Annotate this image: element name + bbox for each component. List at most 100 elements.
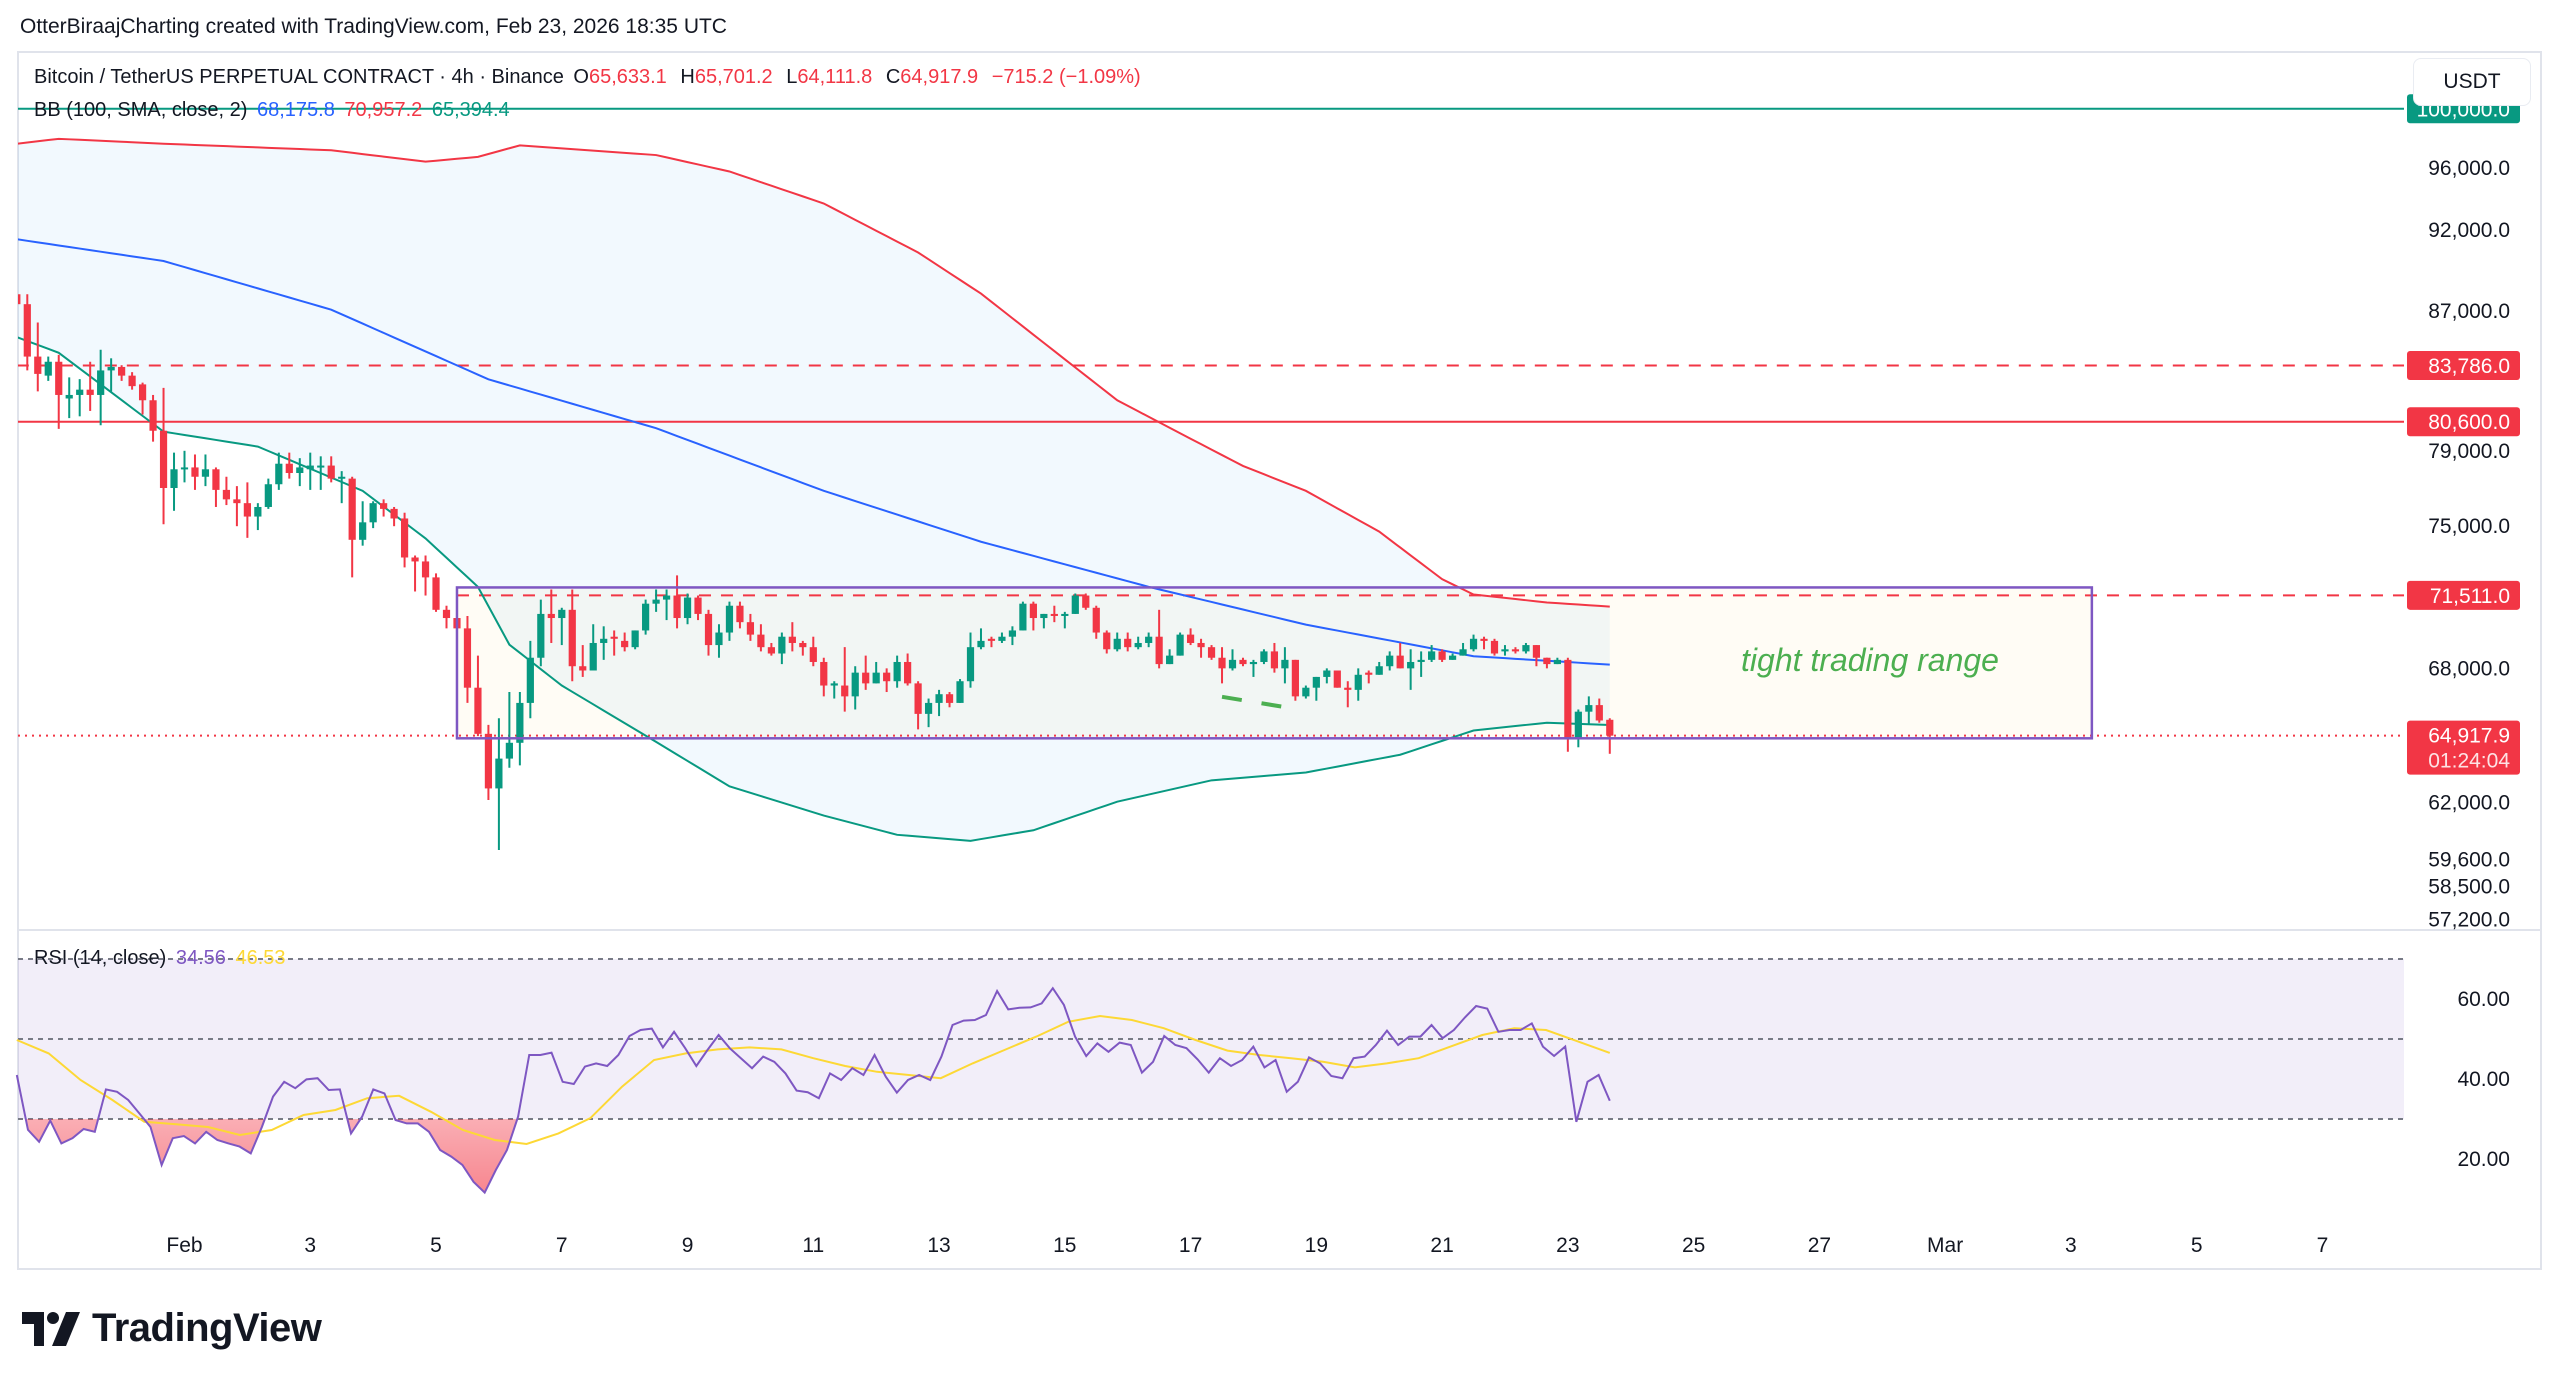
candle[interactable]: [327, 456, 335, 483]
price-badge[interactable]: 71,511.0: [2407, 580, 2520, 610]
candle[interactable]: [1553, 657, 1561, 665]
candle[interactable]: [44, 356, 52, 381]
candle[interactable]: [600, 626, 608, 660]
candle[interactable]: [862, 655, 870, 690]
main-pane[interactable]: [13, 107, 2404, 850]
candle[interactable]: [264, 478, 272, 509]
candle[interactable]: [1511, 647, 1520, 654]
candle[interactable]: [579, 645, 587, 677]
rsi-legend[interactable]: RSI (14, close) 34.56 46.53: [34, 947, 290, 970]
candle[interactable]: [1260, 649, 1268, 665]
candle[interactable]: [1375, 661, 1383, 675]
candle[interactable]: [1333, 670, 1341, 688]
candle[interactable]: [505, 692, 513, 768]
candle[interactable]: [296, 458, 304, 487]
candle[interactable]: [474, 655, 482, 737]
candle[interactable]: [558, 607, 566, 646]
bb-basis-line[interactable]: [17, 238, 1610, 666]
candle[interactable]: [306, 452, 314, 490]
price-badge[interactable]: 83,786.0: [2407, 350, 2520, 380]
candle[interactable]: [1040, 613, 1048, 629]
candle[interactable]: [1071, 593, 1079, 614]
candle[interactable]: [841, 647, 849, 712]
candle[interactable]: [1061, 611, 1069, 629]
candle[interactable]: [1448, 653, 1457, 660]
candle[interactable]: [662, 589, 671, 621]
candle[interactable]: [1407, 649, 1415, 690]
candle[interactable]: [1323, 668, 1331, 684]
candle[interactable]: [830, 681, 838, 699]
candle[interactable]: [1082, 593, 1090, 610]
rsi-label[interactable]: RSI (14, close): [34, 947, 167, 969]
candle[interactable]: [411, 555, 419, 592]
candle[interactable]: [631, 630, 639, 650]
candle[interactable]: [725, 601, 734, 641]
candle[interactable]: [380, 499, 388, 517]
candle[interactable]: [369, 501, 377, 529]
candle[interactable]: [683, 593, 692, 625]
candle[interactable]: [851, 666, 859, 710]
candle[interactable]: [610, 630, 618, 656]
rsi-pane[interactable]: [15, 958, 2404, 1195]
candle[interactable]: [1145, 632, 1153, 648]
candle[interactable]: [13, 288, 21, 308]
candle[interactable]: [1312, 676, 1320, 701]
candle[interactable]: [715, 624, 723, 658]
candle[interactable]: [621, 632, 629, 652]
candle[interactable]: [1459, 642, 1467, 656]
candle[interactable]: [1365, 670, 1373, 684]
candle[interactable]: [1564, 657, 1572, 752]
candle[interactable]: [138, 382, 147, 415]
candle[interactable]: [872, 661, 880, 684]
candle[interactable]: [1522, 642, 1530, 654]
candle[interactable]: [652, 589, 660, 612]
candle[interactable]: [956, 679, 964, 703]
candle[interactable]: [180, 450, 189, 483]
bb-legend[interactable]: BB (100, SMA, close, 2) 68,175.8 70,957.…: [34, 99, 514, 122]
range-annotation-text[interactable]: tight trading range: [1741, 642, 1999, 678]
candle[interactable]: [1239, 657, 1247, 667]
candle[interactable]: [778, 632, 786, 665]
candle[interactable]: [317, 456, 325, 490]
candle[interactable]: [1113, 632, 1121, 652]
currency-button[interactable]: USDT: [2413, 58, 2531, 106]
candle[interactable]: [914, 681, 922, 730]
candle[interactable]: [1417, 651, 1425, 677]
candle[interactable]: [537, 599, 545, 667]
candle[interactable]: [86, 361, 94, 411]
candle[interactable]: [421, 555, 430, 596]
last-price-badge[interactable]: 64,917.901:24:04: [2407, 720, 2520, 775]
candle[interactable]: [76, 379, 84, 417]
candle[interactable]: [400, 512, 409, 568]
candle[interactable]: [1396, 642, 1404, 669]
candle[interactable]: [338, 471, 346, 504]
candle[interactable]: [1543, 657, 1551, 669]
candle[interactable]: [1532, 645, 1541, 667]
symbol-title[interactable]: Bitcoin / TetherUS PERPETUAL CONTRACT · …: [34, 66, 564, 88]
candle[interactable]: [924, 698, 933, 728]
candle[interactable]: [1490, 638, 1499, 656]
candle[interactable]: [1092, 605, 1100, 639]
candle[interactable]: [159, 387, 168, 525]
candle[interactable]: [746, 613, 755, 641]
candle[interactable]: [34, 322, 42, 392]
candle[interactable]: [526, 640, 534, 719]
candle[interactable]: [390, 506, 398, 527]
candle[interactable]: [704, 609, 713, 656]
candle[interactable]: [1249, 659, 1258, 677]
candle[interactable]: [589, 624, 597, 671]
candle[interactable]: [987, 636, 996, 648]
candle[interactable]: [977, 628, 985, 650]
candle[interactable]: [191, 454, 199, 490]
candle[interactable]: [1469, 634, 1478, 652]
candle[interactable]: [1218, 647, 1226, 684]
candle[interactable]: [1386, 651, 1394, 671]
candle[interactable]: [809, 636, 817, 667]
candle[interactable]: [1585, 696, 1593, 725]
candle[interactable]: [463, 615, 472, 703]
range-box[interactable]: [455, 586, 2094, 740]
candle[interactable]: [1029, 601, 1037, 631]
candle[interactable]: [1281, 647, 1289, 684]
candle[interactable]: [233, 486, 241, 527]
candle[interactable]: [118, 365, 126, 381]
